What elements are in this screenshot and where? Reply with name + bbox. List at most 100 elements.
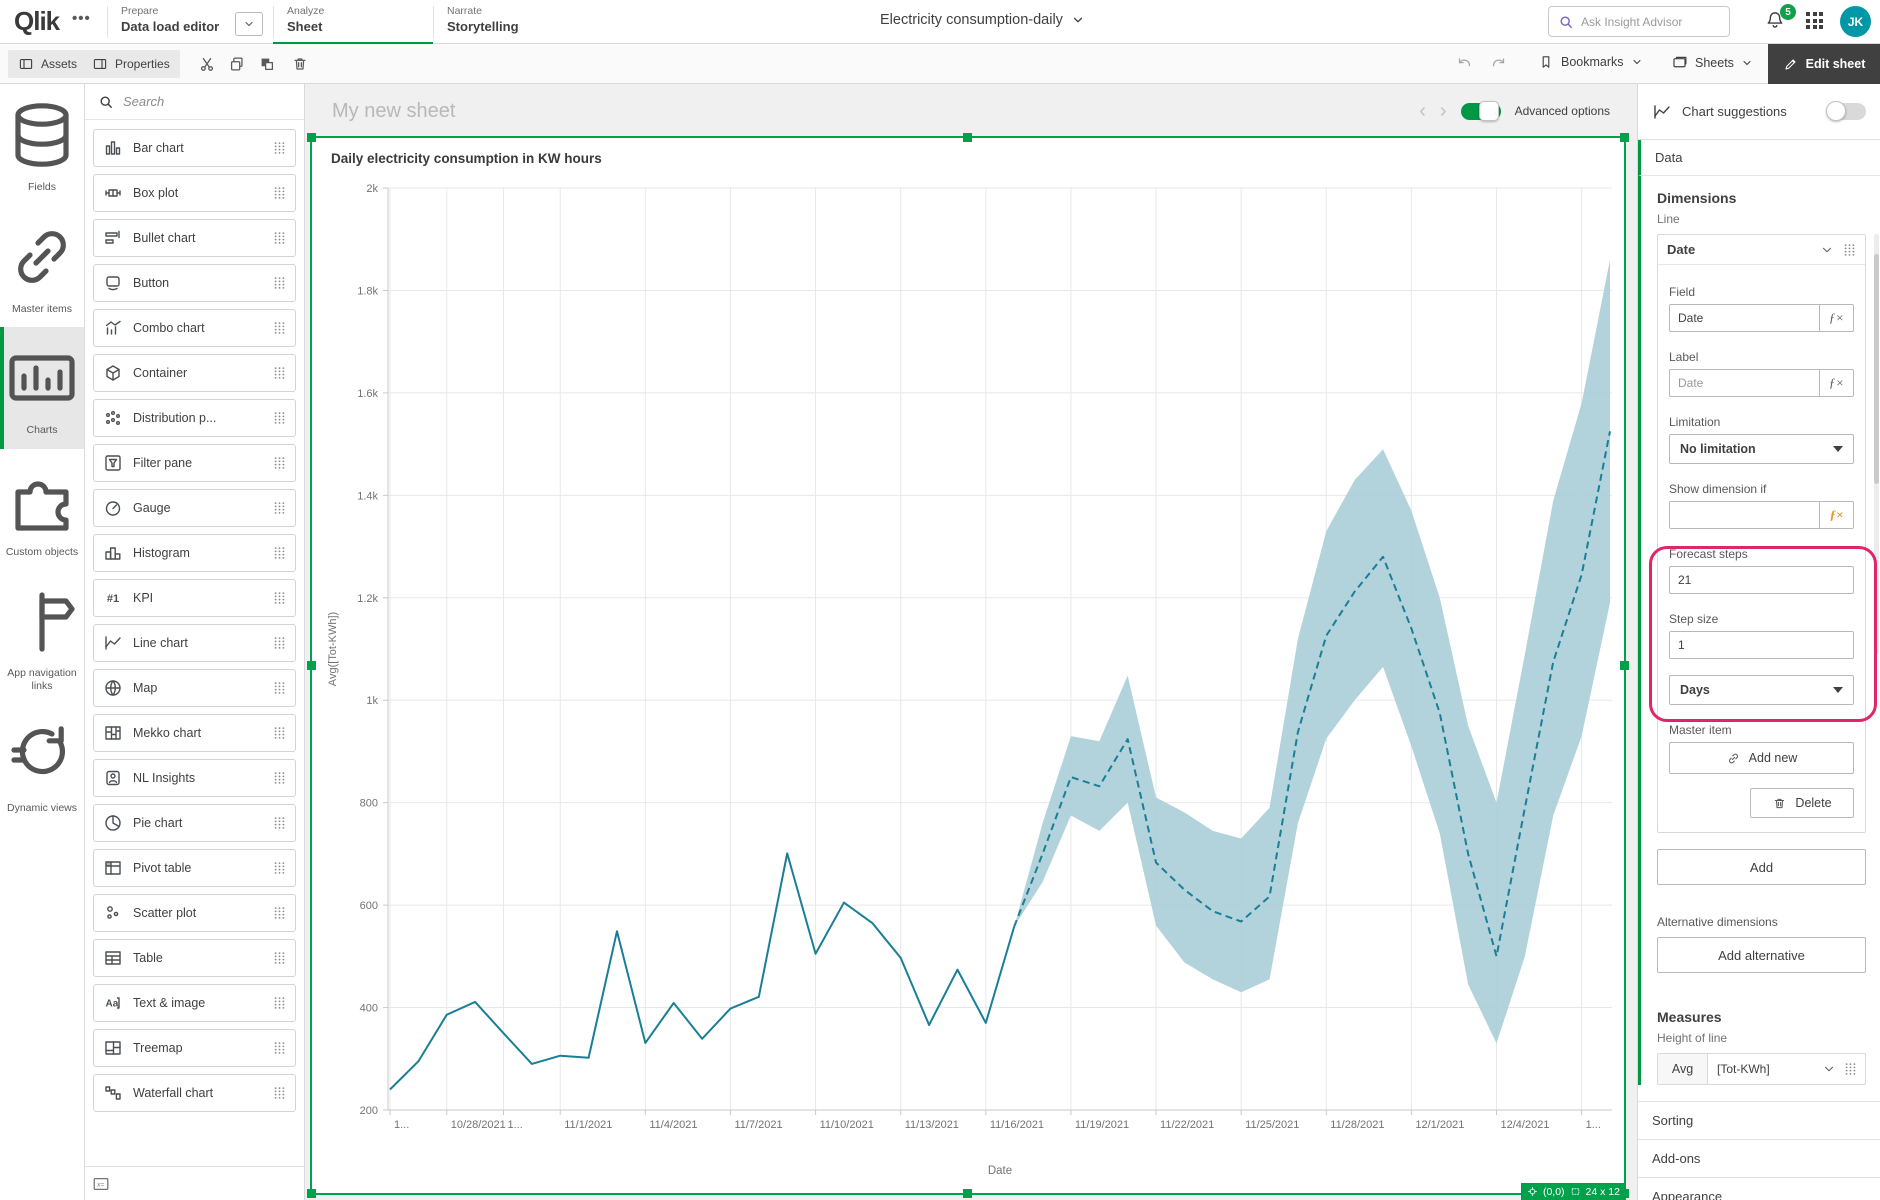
resize-handle[interactable] xyxy=(307,661,316,670)
tab-analyze[interactable]: Analyze Sheet xyxy=(273,0,433,45)
chart-type-combo-chart[interactable]: Combo chart xyxy=(93,309,296,347)
section-sorting[interactable]: Sorting xyxy=(1638,1101,1880,1139)
redo-icon[interactable] xyxy=(1490,55,1508,73)
drag-handle-icon[interactable] xyxy=(273,995,286,1011)
chart-type-bar-chart[interactable]: Bar chart xyxy=(93,129,296,167)
limitation-select[interactable]: No limitation xyxy=(1669,434,1854,464)
forecast-steps-input[interactable] xyxy=(1670,567,1853,593)
chart-type-filter-pane[interactable]: Filter pane xyxy=(93,444,296,482)
drag-handle-icon[interactable] xyxy=(273,1085,286,1101)
chart-search[interactable] xyxy=(85,84,304,120)
drag-handle-icon[interactable] xyxy=(273,635,286,651)
step-size-input[interactable] xyxy=(1670,632,1853,658)
chart-type-distribution-p-[interactable]: Distribution p... xyxy=(93,399,296,437)
delete-icon[interactable] xyxy=(291,55,309,73)
line-chart-object[interactable]: 200 400 600 800 1k 1.2k 1.4k 1.6k 1.8k 2k 1... 10/2… xyxy=(307,133,1629,1200)
resize-handle[interactable] xyxy=(307,133,316,142)
drag-handle-icon[interactable] xyxy=(1843,242,1856,258)
resize-handle[interactable] xyxy=(963,1189,972,1198)
chart-type-waterfall-chart[interactable]: Waterfall chart xyxy=(93,1074,296,1112)
tab-narrate[interactable]: Narrate Storytelling xyxy=(433,0,593,44)
search-input[interactable] xyxy=(1581,14,1711,29)
resize-handle[interactable] xyxy=(1620,133,1629,142)
chart-type-bullet-chart[interactable]: Bullet chart xyxy=(93,219,296,257)
app-launcher-icon[interactable] xyxy=(1806,12,1826,32)
step-unit-select[interactable]: Days xyxy=(1669,675,1854,705)
field-input[interactable] xyxy=(1670,305,1819,331)
fx-expression-icon[interactable]: ƒ× xyxy=(1819,502,1853,528)
section-add-ons[interactable]: Add-ons xyxy=(1638,1139,1880,1177)
drag-handle-icon[interactable] xyxy=(273,455,286,471)
chart-suggestions-toggle[interactable] xyxy=(1826,101,1866,121)
drag-handle-icon[interactable] xyxy=(273,365,286,381)
next-sheet-icon[interactable]: › xyxy=(1439,100,1447,122)
panel-scrollbar[interactable] xyxy=(1874,234,1879,654)
edit-sheet-button[interactable]: Edit sheet xyxy=(1768,44,1880,84)
prepare-dropdown-button[interactable] xyxy=(235,12,263,36)
advanced-options-toggle[interactable] xyxy=(1460,100,1501,121)
chart-type-mekko-chart[interactable]: Mekko chart xyxy=(93,714,296,752)
show-dimension-if-input[interactable] xyxy=(1670,502,1819,528)
drag-handle-icon[interactable] xyxy=(273,140,286,156)
sidebar-item-custom-objects[interactable]: Custom objects xyxy=(0,449,84,571)
notifications-button[interactable]: 5 xyxy=(1764,4,1796,35)
fx-expression-icon[interactable]: ƒ× xyxy=(1819,305,1853,331)
drag-handle-icon[interactable] xyxy=(273,320,286,336)
chart-type-table[interactable]: Table xyxy=(93,939,296,977)
drag-handle-icon[interactable] xyxy=(273,590,286,606)
drag-handle-icon[interactable] xyxy=(273,860,286,876)
copy-icon[interactable] xyxy=(228,55,246,73)
add-dimension-button[interactable]: Add xyxy=(1657,849,1866,885)
chart-type-scatter-plot[interactable]: Scatter plot xyxy=(93,894,296,932)
chart-type-text-image[interactable]: Aa Text & image xyxy=(93,984,296,1022)
resize-handle[interactable] xyxy=(963,133,972,142)
sheets-button[interactable]: Sheets xyxy=(1671,54,1753,71)
resize-handle[interactable] xyxy=(307,1189,316,1198)
previous-sheet-icon[interactable]: ‹ xyxy=(1419,100,1426,122)
data-section-header[interactable]: Data xyxy=(1638,140,1880,176)
aggregation-label[interactable]: Avg xyxy=(1658,1054,1708,1084)
chart-type-line-chart[interactable]: Line chart xyxy=(93,624,296,662)
chart-type-pie-chart[interactable]: Pie chart xyxy=(93,804,296,842)
chart-type-box-plot[interactable]: Box plot xyxy=(93,174,296,212)
add-alternative-button[interactable]: Add alternative xyxy=(1657,937,1866,973)
chart-search-input[interactable] xyxy=(123,94,273,109)
drag-handle-icon[interactable] xyxy=(273,725,286,741)
resize-handle[interactable] xyxy=(1620,661,1629,670)
drag-handle-icon[interactable] xyxy=(273,770,286,786)
paste-icon[interactable] xyxy=(258,55,276,73)
sidebar-item-app-navigation-links[interactable]: App navigation links xyxy=(0,570,84,704)
section-appearance[interactable]: Appearance xyxy=(1638,1177,1880,1200)
sidebar-item-dynamic-views[interactable]: Dynamic views xyxy=(0,705,84,827)
chart-type-treemap[interactable]: Treemap xyxy=(93,1029,296,1067)
sidebar-item-master-items[interactable]: Master items xyxy=(0,206,84,328)
assets-button[interactable]: Assets xyxy=(8,50,88,78)
drag-handle-icon[interactable] xyxy=(273,950,286,966)
label-input[interactable] xyxy=(1670,370,1819,396)
fx-expression-icon[interactable]: ƒ× xyxy=(1819,370,1853,396)
dimension-card-header[interactable]: Date xyxy=(1658,235,1865,265)
sidebar-item-fields[interactable]: Fields xyxy=(0,84,84,206)
sidebar-item-charts[interactable]: Charts xyxy=(0,327,84,449)
drag-handle-icon[interactable] xyxy=(1844,1061,1857,1077)
chart-type-container[interactable]: Container xyxy=(93,354,296,392)
drag-handle-icon[interactable] xyxy=(273,1040,286,1056)
bookmarks-button[interactable]: Bookmarks xyxy=(1538,54,1643,70)
add-new-master-item-button[interactable]: Add new xyxy=(1669,742,1854,774)
drag-handle-icon[interactable] xyxy=(273,815,286,831)
chart-type-pivot-table[interactable]: Pivot table xyxy=(93,849,296,887)
drag-handle-icon[interactable] xyxy=(273,500,286,516)
user-avatar[interactable]: JK xyxy=(1840,6,1871,37)
tab-prepare[interactable]: Prepare Data load editor xyxy=(107,0,273,44)
chart-type-map[interactable]: Map xyxy=(93,669,296,707)
drag-handle-icon[interactable] xyxy=(273,185,286,201)
chart-type-kpi[interactable]: #1 KPI xyxy=(93,579,296,617)
measure-card[interactable]: Avg [Tot-KWh] xyxy=(1657,1053,1866,1085)
drag-handle-icon[interactable] xyxy=(273,230,286,246)
cut-icon[interactable] xyxy=(198,55,216,73)
chart-type-gauge[interactable]: Gauge xyxy=(93,489,296,527)
qlik-logo[interactable]: Qlik xyxy=(14,6,60,36)
chart-type-histogram[interactable]: Histogram xyxy=(93,534,296,572)
drag-handle-icon[interactable] xyxy=(273,545,286,561)
chart-type-nl-insights[interactable]: NL Insights xyxy=(93,759,296,797)
